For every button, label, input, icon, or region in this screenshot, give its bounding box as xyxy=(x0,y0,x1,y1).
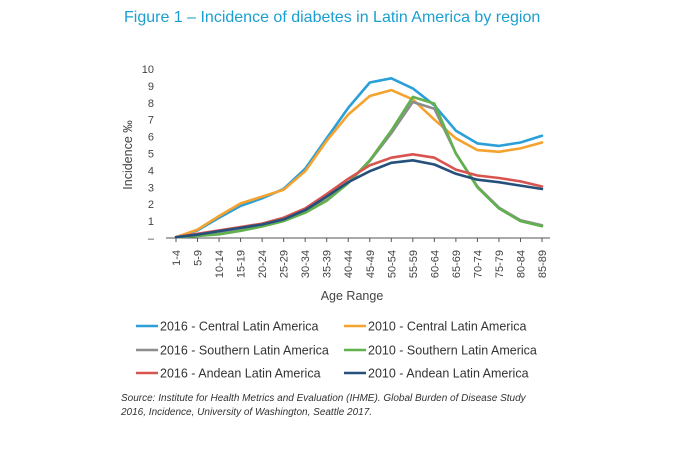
y-axis-label: Incidence ‰ xyxy=(121,120,135,190)
chart-axes: – 1 2 3 4 5 6 7 8 9 10 1-4 5-9 10-14 15-19 20-24 25-29 30… xyxy=(142,64,550,278)
x-tick-label: 70-74 xyxy=(472,250,484,278)
legend-label: 2016 - Southern Latin America xyxy=(160,344,329,358)
x-tick-label: 30-34 xyxy=(300,250,312,278)
y-tick-label: 1 xyxy=(148,216,154,228)
y-tick-label: 8 xyxy=(148,98,154,110)
legend-label: 2016 - Central Latin America xyxy=(160,320,318,334)
x-tick-label: 25-29 xyxy=(279,250,291,278)
y-tick-label: – xyxy=(148,233,155,245)
chart-title: Figure 1 – Incidence of diabetes in Lati… xyxy=(124,9,541,26)
y-tick-label: 7 xyxy=(148,115,154,127)
legend-label: 2010 - Central Latin America xyxy=(368,320,526,334)
x-tick-label: 80-84 xyxy=(515,250,527,278)
x-tick-label: 1-4 xyxy=(171,250,183,266)
x-tick-label: 5-9 xyxy=(193,250,205,266)
y-tick-label: 10 xyxy=(142,64,154,76)
y-tick-label: 3 xyxy=(148,182,154,194)
source-note: Source: Institute for Health Metrics and… xyxy=(121,393,526,418)
y-tick-label: 9 xyxy=(148,81,154,93)
x-tick-label: 45-49 xyxy=(365,250,377,278)
x-tick-label: 75-79 xyxy=(494,250,506,278)
series-line-3 xyxy=(174,100,544,239)
x-tick-label: 85-89 xyxy=(537,250,549,278)
x-axis-label: Age Range xyxy=(321,289,384,303)
series-line-4 xyxy=(174,95,544,239)
x-tick-label: 50-54 xyxy=(386,250,398,278)
legend-label: 2016 - Andean Latin America xyxy=(160,367,321,381)
series-line-1 xyxy=(174,77,544,239)
x-tick-label: 20-24 xyxy=(257,250,269,278)
legend-label: 2010 - Southern Latin America xyxy=(368,344,537,358)
legend-label: 2010 - Andean Latin America xyxy=(368,367,529,381)
y-tick-label: 4 xyxy=(148,165,154,177)
x-tick-label: 60-64 xyxy=(429,250,441,278)
x-tick-label: 15-19 xyxy=(236,250,248,278)
x-tick-label: 65-69 xyxy=(451,250,463,278)
series-line-2 xyxy=(174,88,544,239)
chart-legend: 2016 - Central Latin America 2010 - Centr… xyxy=(136,320,537,381)
y-tick-label: 2 xyxy=(148,199,154,211)
x-tick-label: 55-59 xyxy=(408,250,420,278)
chart-lines xyxy=(174,77,544,239)
series-line-6 xyxy=(174,159,544,239)
x-tick-label: 10-14 xyxy=(214,250,226,278)
x-tick-label: 35-39 xyxy=(322,250,334,278)
y-tick-label: 6 xyxy=(148,132,154,144)
x-tick-label: 40-44 xyxy=(343,250,355,278)
y-tick-label: 5 xyxy=(148,149,154,161)
